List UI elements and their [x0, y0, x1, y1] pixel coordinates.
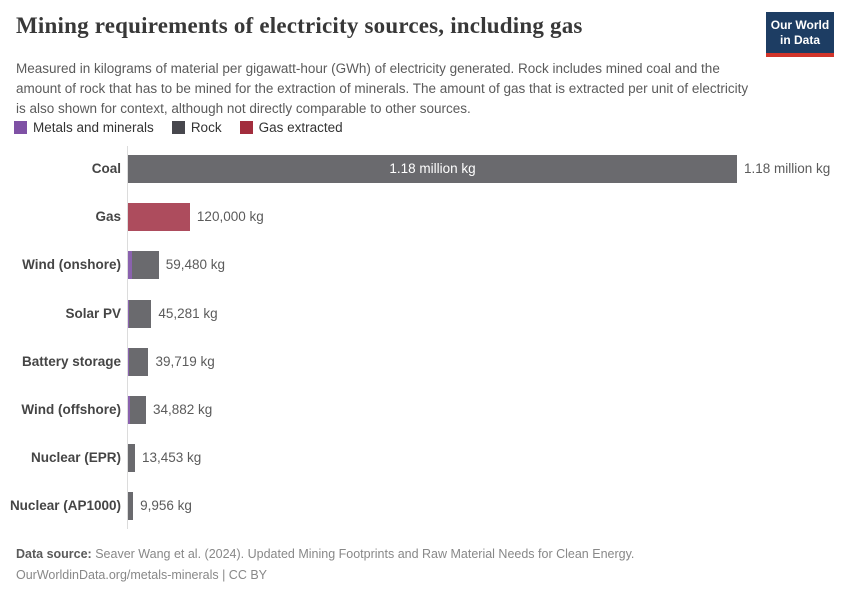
bar-segment-rock: [128, 492, 134, 521]
legend-swatch: [239, 121, 253, 134]
legend-label: Rock: [190, 120, 222, 135]
category-label: Solar PV: [65, 305, 121, 321]
chart-row-coal: Coal 1.18 million kg 1.18 million kg: [0, 155, 850, 183]
bar-segment-metals-and-minerals: [128, 396, 130, 424]
bar-segment-rock: [129, 396, 146, 424]
bar-value-label: 120,000 kg: [196, 209, 264, 225]
category-label: Nuclear (EPR): [30, 450, 121, 466]
y-axis-line: [127, 146, 128, 529]
legend-swatch: [14, 121, 27, 134]
bar-segment-metals-and-minerals: [128, 299, 130, 328]
bar-value-label: 1.18 million kg: [744, 161, 831, 176]
bar-chart: Coal 1.18 million kg 1.18 million kg Gas 120…: [0, 145, 850, 535]
bar-segment-metals-and-minerals: [128, 347, 130, 376]
bar-wind-offshore[interactable]: [128, 396, 146, 424]
citation-line: OurWorldinData.org/metals-minerals | CC …: [16, 568, 268, 582]
chart-row-nuclear-ap1000: Nuclear (AP1000) 9,956 kg: [0, 492, 850, 521]
chart-row-nuclear-epr: Nuclear (EPR) 13,453 kg: [0, 444, 850, 473]
category-label: Battery storage: [21, 353, 121, 369]
bar-nuclear-ap1000[interactable]: [128, 492, 134, 521]
bar-value-label: 45,281 kg: [158, 305, 218, 321]
bar-nuclear-epr[interactable]: [128, 444, 135, 473]
chart-row-wind-offshore: Wind (offshore) 34,882 kg: [0, 396, 850, 424]
data-source-text: Seaver Wang et al. (2024). Updated Minin…: [95, 547, 635, 561]
bar-segment-rock: [131, 251, 159, 280]
category-label: Wind (offshore): [21, 402, 121, 417]
owid-logo[interactable]: Our World in Data: [766, 12, 834, 57]
bar-segment-rock: [129, 299, 152, 328]
bar-value-label: 9,956 kg: [140, 498, 192, 514]
chart-subtitle: Measured in kilograms of material per gi…: [16, 61, 749, 116]
bar-value-label: 13,453 kg: [141, 450, 202, 466]
legend-label: Gas extracted: [258, 120, 343, 135]
bar-segment-rock: [129, 347, 149, 376]
bar-gas[interactable]: [128, 203, 190, 232]
owid-logo-accent-strip: [766, 53, 834, 57]
chart-row-battery-storage: Battery storage 39,719 kg: [0, 347, 850, 376]
data-source-label: Data source:: [16, 547, 92, 561]
bar-segment-gas-extracted: [128, 203, 190, 232]
owid-logo-line1: Our World: [770, 18, 830, 32]
bar-segment-rock: [128, 444, 135, 473]
bar-value-label: 59,480 kg: [165, 257, 225, 273]
legend-item-rock[interactable]: Rock: [171, 120, 222, 135]
chart-row-wind-onshore: Wind (onshore) 59,480 kg: [0, 251, 850, 280]
bar-value-label: 39,719 kg: [155, 353, 215, 369]
category-label: Gas: [95, 209, 121, 225]
category-label: Nuclear (AP1000): [9, 498, 121, 514]
page-title: Mining requirements of electricity sourc…: [16, 13, 583, 38]
legend-label: Metals and minerals: [33, 120, 154, 135]
chart-row-gas: Gas 120,000 kg: [0, 203, 850, 232]
owid-logo-line2: in Data: [779, 33, 820, 47]
legend-item-gas-extracted[interactable]: Gas extracted: [239, 120, 343, 135]
chart-row-solar-pv: Solar PV 45,281 kg: [0, 299, 850, 328]
bar-segment-metals-and-minerals: [128, 251, 132, 280]
chart-legend: Metals and minerals Rock Gas extracted: [14, 120, 343, 135]
bar-solar-pv[interactable]: [128, 299, 152, 328]
bar-wind-onshore[interactable]: [128, 251, 159, 280]
category-label: Wind (onshore): [22, 257, 121, 273]
bar-coal[interactable]: [128, 155, 737, 183]
category-label: Coal: [91, 161, 121, 176]
data-source-line: Data source: Seaver Wang et al. (2024). …: [16, 547, 634, 561]
bar-battery-storage[interactable]: [128, 347, 149, 376]
legend-item-metals-and-minerals[interactable]: Metals and minerals: [14, 120, 154, 135]
bar-value-label: 34,882 kg: [153, 402, 213, 417]
bar-segment-rock: [128, 155, 737, 183]
legend-swatch: [171, 121, 185, 134]
